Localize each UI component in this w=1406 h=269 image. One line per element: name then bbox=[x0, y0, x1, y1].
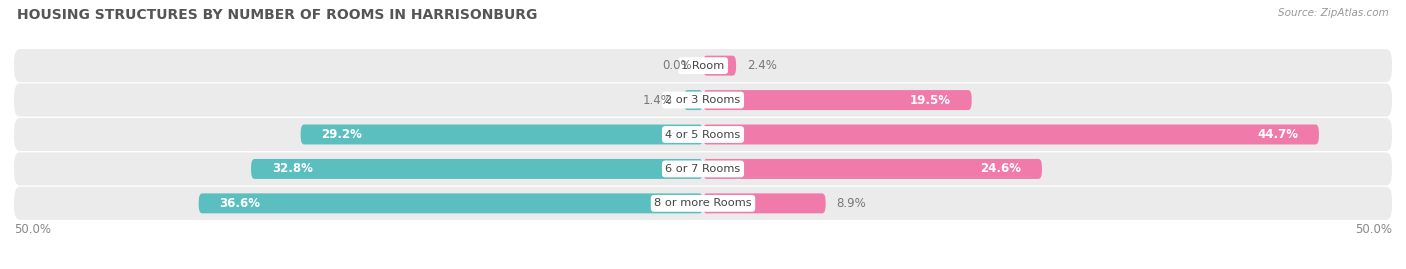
Text: 19.5%: 19.5% bbox=[910, 94, 950, 107]
FancyBboxPatch shape bbox=[703, 159, 1042, 179]
FancyBboxPatch shape bbox=[252, 159, 703, 179]
Text: 44.7%: 44.7% bbox=[1257, 128, 1298, 141]
Text: 50.0%: 50.0% bbox=[1355, 223, 1392, 236]
FancyBboxPatch shape bbox=[703, 125, 1319, 144]
FancyBboxPatch shape bbox=[14, 118, 1392, 151]
FancyBboxPatch shape bbox=[14, 84, 1392, 116]
Text: 36.6%: 36.6% bbox=[219, 197, 260, 210]
Text: 32.8%: 32.8% bbox=[271, 162, 312, 175]
FancyBboxPatch shape bbox=[301, 125, 703, 144]
FancyBboxPatch shape bbox=[14, 187, 1392, 220]
Text: 24.6%: 24.6% bbox=[980, 162, 1021, 175]
Text: 0.0%: 0.0% bbox=[662, 59, 692, 72]
Text: 6 or 7 Rooms: 6 or 7 Rooms bbox=[665, 164, 741, 174]
FancyBboxPatch shape bbox=[14, 49, 1392, 82]
FancyBboxPatch shape bbox=[703, 56, 737, 76]
Text: 8.9%: 8.9% bbox=[837, 197, 866, 210]
Text: 29.2%: 29.2% bbox=[322, 128, 363, 141]
Text: 4 or 5 Rooms: 4 or 5 Rooms bbox=[665, 129, 741, 140]
Text: HOUSING STRUCTURES BY NUMBER OF ROOMS IN HARRISONBURG: HOUSING STRUCTURES BY NUMBER OF ROOMS IN… bbox=[17, 8, 537, 22]
FancyBboxPatch shape bbox=[198, 193, 703, 213]
Text: 2.4%: 2.4% bbox=[747, 59, 778, 72]
Text: Source: ZipAtlas.com: Source: ZipAtlas.com bbox=[1278, 8, 1389, 18]
FancyBboxPatch shape bbox=[683, 90, 703, 110]
Text: 8 or more Rooms: 8 or more Rooms bbox=[654, 198, 752, 208]
Text: 1 Room: 1 Room bbox=[682, 61, 724, 71]
FancyBboxPatch shape bbox=[703, 90, 972, 110]
Text: 2 or 3 Rooms: 2 or 3 Rooms bbox=[665, 95, 741, 105]
Text: 50.0%: 50.0% bbox=[14, 223, 51, 236]
Text: 1.4%: 1.4% bbox=[643, 94, 672, 107]
FancyBboxPatch shape bbox=[703, 193, 825, 213]
FancyBboxPatch shape bbox=[14, 153, 1392, 185]
